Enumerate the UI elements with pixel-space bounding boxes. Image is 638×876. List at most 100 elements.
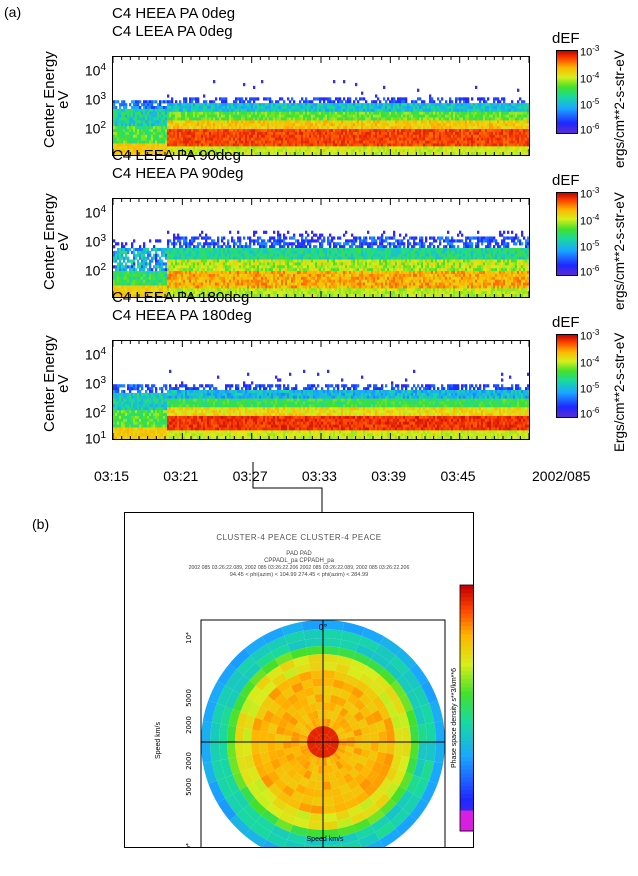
colorbar-tick-exponent: -5 — [592, 239, 600, 248]
polar-title: CLUSTER-4 PEACE CLUSTER-4 PEACE — [216, 533, 382, 542]
y-tick-label: 104 — [66, 62, 106, 79]
x-tick-label: 03:15 — [94, 468, 130, 484]
colorbar-title: dEF — [552, 30, 580, 47]
spectrogram-plot-pa-180 — [112, 340, 530, 440]
polar-sub3: 2002 085 03:26:22.089, 2002 085 03:26:22… — [188, 565, 410, 571]
x-tick-label: 03:21 — [163, 468, 199, 484]
polar-sub2: CPPADL_pa CPPADH_pa — [264, 558, 334, 564]
colorbar-tick-base: 10 — [580, 383, 593, 396]
polar-y-tick-label: 2000 — [185, 716, 193, 734]
colorbar-tick-exponent: -4 — [592, 71, 600, 80]
y-tick-base: 10 — [84, 91, 101, 108]
colorbar-tick-label: 10-3 — [580, 44, 599, 59]
y-tick-label: 103 — [66, 233, 106, 250]
y-tick-base: 10 — [84, 430, 101, 447]
colorbar-tick-label: 10-6 — [580, 122, 599, 137]
y-tick-base: 10 — [84, 375, 101, 392]
colorbar-title: dEF — [552, 314, 580, 331]
colorbar-tick-exponent: -3 — [592, 186, 600, 195]
y-tick-exponent: 2 — [100, 404, 106, 415]
colorbar-tick-label: 10-4 — [580, 355, 599, 370]
colorbar-tick-label: 10-5 — [580, 381, 599, 396]
y-tick-exponent: 4 — [100, 346, 106, 357]
y-tick-exponent: 2 — [100, 262, 106, 273]
polar-sub4: 94.45 < phi(azim) < 104.99 274.45 < phi(… — [229, 572, 369, 578]
y-tick-exponent: 2 — [100, 120, 106, 131]
y-tick-exponent: 1 — [100, 430, 106, 441]
y-tick-label: 103 — [66, 91, 106, 108]
y-tick-exponent: 4 — [100, 62, 106, 73]
colorbar-tick-exponent: -3 — [592, 328, 600, 337]
spectrogram-plot-pa-90 — [112, 198, 530, 298]
colorbar-pa-0 — [556, 50, 578, 134]
colorbar-tick-base: 10 — [580, 188, 593, 201]
y-tick-exponent: 3 — [100, 233, 106, 244]
colorbar-tick-exponent: -3 — [592, 44, 600, 53]
polar-angle-top: 0° — [318, 623, 327, 632]
colorbar-tick-label: 10-6 — [580, 406, 599, 421]
colorbar-tick-label: 10-5 — [580, 239, 599, 254]
x-tick-label: 03:39 — [371, 468, 407, 484]
colorbar-title: dEF — [552, 172, 580, 189]
y-tick-label: 103 — [66, 375, 106, 392]
polar-cbar-label: Phase space density s**3/km**6 — [451, 668, 458, 768]
spectrogram-title-pa-90-line2: C4 HEEA PA 90deg — [112, 165, 244, 182]
polar-colorbar — [459, 584, 473, 832]
y-tick-base: 10 — [84, 120, 101, 137]
spectrogram-heatmap — [113, 199, 529, 297]
polar-plot: 0°180°10⁴500020002000500010⁴10⁴500020002… — [185, 584, 473, 847]
colorbar-tick-exponent: -6 — [592, 406, 600, 415]
y-tick-label: 104 — [66, 204, 106, 221]
colorbar-tick-base: 10 — [580, 241, 593, 254]
y-tick-base: 10 — [84, 262, 101, 279]
polar-xlabel: Speed km/s — [306, 836, 344, 843]
spectrogram-title-pa-180-line2: C4 HEEA PA 180deg — [112, 307, 252, 324]
polar-sub1: PAD PAD — [286, 551, 312, 557]
colorbar-tick-exponent: -5 — [592, 97, 600, 106]
colorbar-tick-base: 10 — [580, 266, 593, 279]
spectrogram-title-pa-180-line1: C4 LEEA PA 180deg — [112, 289, 250, 306]
y-tick-base: 10 — [84, 346, 101, 363]
spectrogram-title-pa-0-line2: C4 LEEA PA 0deg — [112, 23, 233, 40]
colorbar-tick-base: 10 — [580, 46, 593, 59]
y-tick-exponent: 3 — [100, 375, 106, 386]
polar-y-tick-label: 10⁴ — [185, 843, 193, 847]
polar-y-tick-label: 2000 — [185, 752, 193, 770]
colorbar-tick-base: 10 — [580, 124, 593, 137]
panel-a-label: (a) — [4, 4, 22, 20]
polar-y-tick-label: 5000 — [185, 689, 193, 707]
polar-y-tick-label: 5000 — [185, 778, 193, 796]
spectrogram-heatmap — [113, 341, 529, 439]
colorbar-tick-label: 10-4 — [580, 213, 599, 228]
y-tick-exponent: 4 — [100, 204, 106, 215]
y-tick-base: 10 — [84, 62, 101, 79]
colorbar-tick-exponent: -6 — [592, 122, 600, 131]
y-tick-label: 101 — [66, 430, 106, 447]
colorbar-tick-label: 10-5 — [580, 97, 599, 112]
date-label: 2002/085 — [532, 468, 591, 484]
colorbar-tick-label: 10-6 — [580, 264, 599, 279]
y-tick-exponent: 3 — [100, 91, 106, 102]
polar-ylabel: Speed km/s — [155, 722, 162, 759]
spectrogram-title-pa-90-line1: C4 LEEA PA 90deg — [112, 147, 241, 164]
colorbar-tick-exponent: -4 — [592, 355, 600, 364]
colorbar-tick-base: 10 — [580, 330, 593, 343]
y-tick-base: 10 — [84, 404, 101, 421]
colorbar-tick-exponent: -6 — [592, 264, 600, 273]
colorbar-tick-label: 10-4 — [580, 71, 599, 86]
y-tick-label: 102 — [66, 262, 106, 279]
x-tick-label: 03:33 — [301, 468, 337, 484]
y-tick-base: 10 — [84, 204, 101, 221]
y-tick-base: 10 — [84, 233, 101, 250]
y-tick-label: 102 — [66, 120, 106, 137]
colorbar-tick-base: 10 — [580, 357, 593, 370]
colorbar-pa-180 — [556, 334, 578, 418]
x-tick-label: 03:27 — [232, 468, 268, 484]
polar-y-tick-label: 10⁴ — [185, 632, 193, 644]
colorbar-tick-exponent: -5 — [592, 381, 600, 390]
x-tick-label: 03:45 — [440, 468, 476, 484]
colorbar-tick-label: 10-3 — [580, 328, 599, 343]
colorbar-pa-90 — [556, 192, 578, 276]
colorbar-tick-base: 10 — [580, 408, 593, 421]
colorbar-tick-base: 10 — [580, 73, 593, 86]
